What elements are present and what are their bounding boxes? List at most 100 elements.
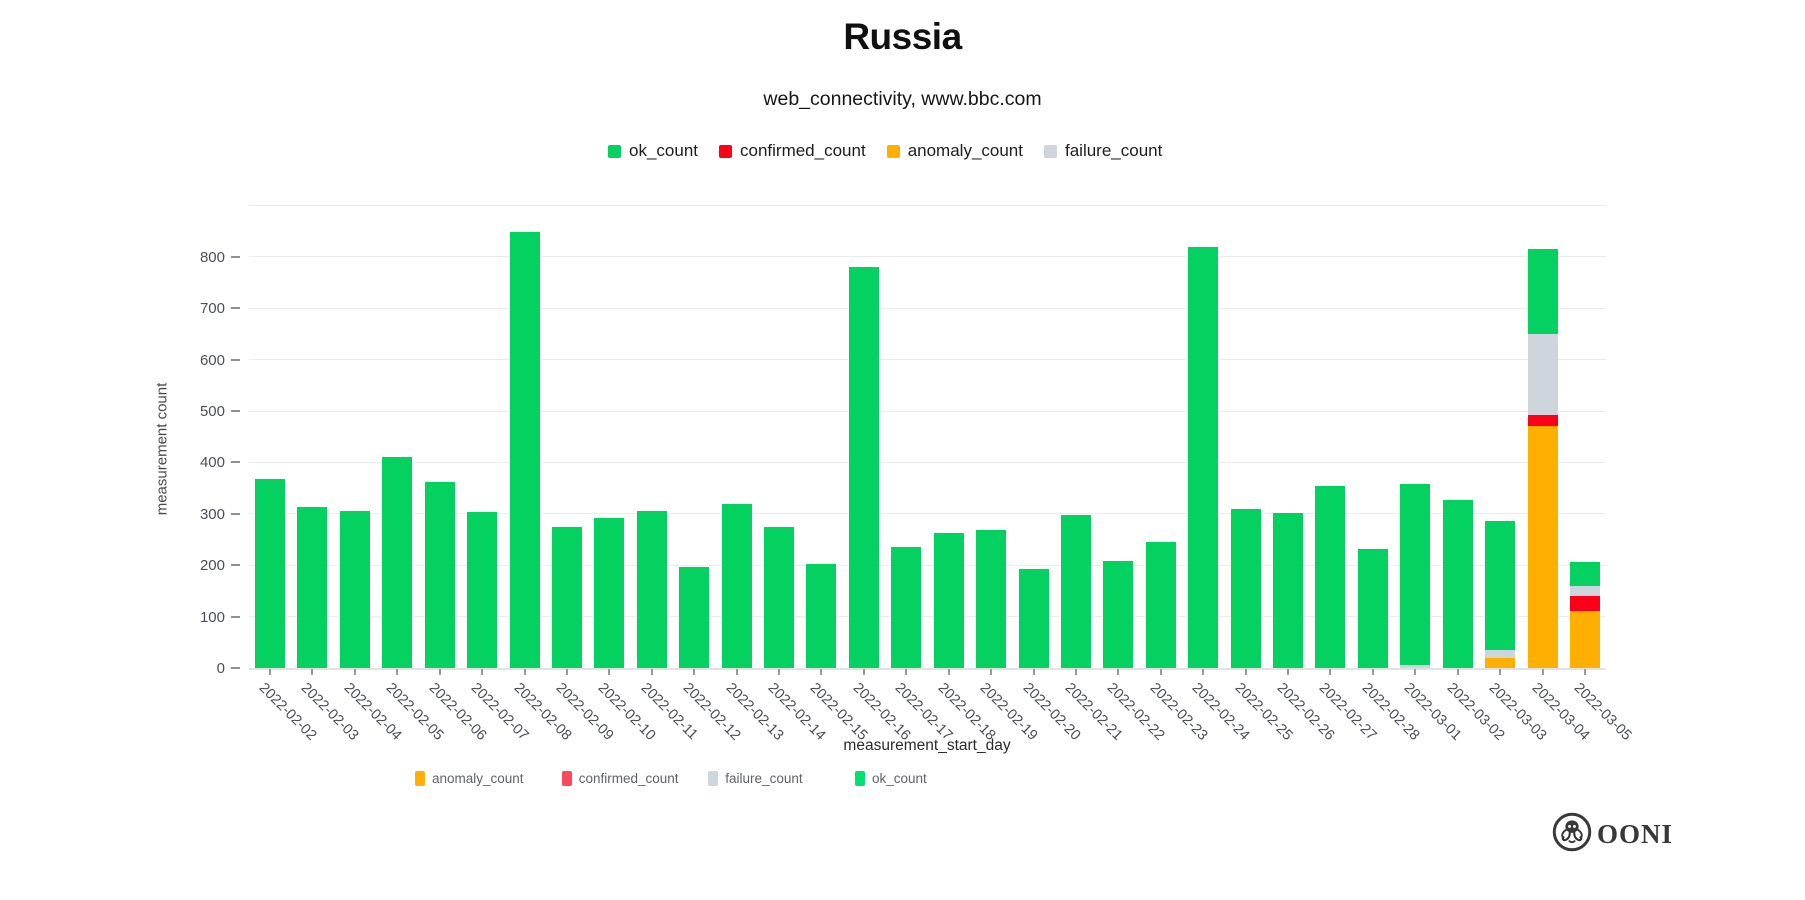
chart-legend-top: ok_count confirmed_count anomaly_count fail… bbox=[608, 141, 1162, 161]
bar-segment-ok_count[interactable] bbox=[1357, 548, 1388, 668]
x-axis-tick bbox=[735, 669, 738, 675]
bar-segment-ok_count[interactable] bbox=[594, 518, 625, 668]
bar-segment-anomaly_count[interactable] bbox=[1485, 657, 1516, 668]
bar-segment-ok_count[interactable] bbox=[509, 232, 540, 668]
legend-item-failure_count[interactable]: failure_count bbox=[1044, 141, 1162, 161]
x-axis-tick bbox=[1329, 669, 1332, 675]
bar-segment-ok_count[interactable] bbox=[1485, 520, 1516, 650]
x-axis-tick bbox=[650, 669, 653, 675]
chart-subtitle: web_connectivity, www.bbc.com bbox=[763, 88, 1042, 110]
bar-segment-ok_count[interactable] bbox=[636, 511, 667, 668]
x-axis-tick bbox=[1244, 669, 1247, 675]
x-axis-tick bbox=[608, 669, 611, 675]
bar-segment-ok_count[interactable] bbox=[764, 527, 795, 668]
grid-line bbox=[248, 461, 1607, 463]
y-axis-tick bbox=[231, 255, 240, 258]
grid-line bbox=[248, 359, 1607, 361]
x-axis-tick bbox=[820, 669, 823, 675]
bar-segment-ok_count[interactable] bbox=[1060, 515, 1091, 668]
legend-item-label: confirmed_count bbox=[740, 141, 866, 160]
x-axis-tick bbox=[862, 669, 865, 675]
bar-segment-ok_count[interactable] bbox=[848, 267, 879, 668]
bar-segment-ok_count[interactable] bbox=[806, 563, 837, 668]
bar-segment-ok_count[interactable] bbox=[1569, 562, 1600, 587]
bottom-legend-item-anomaly_count[interactable]: anomaly_count bbox=[415, 771, 524, 786]
legend-swatch-icon bbox=[886, 144, 900, 158]
bar-segment-ok_count[interactable] bbox=[1018, 568, 1049, 668]
bar-segment-ok_count[interactable] bbox=[1230, 508, 1261, 668]
bar-segment-ok_count[interactable] bbox=[721, 503, 752, 668]
bar-segment-ok_count[interactable] bbox=[339, 511, 370, 668]
bar-segment-ok_count[interactable] bbox=[1400, 483, 1431, 666]
bar-segment-ok_count[interactable] bbox=[297, 506, 328, 668]
x-axis-line bbox=[248, 667, 1607, 670]
bar-segment-ok_count[interactable] bbox=[255, 479, 285, 668]
grid-line bbox=[248, 307, 1607, 309]
bar-segment-ok_count[interactable] bbox=[1442, 500, 1473, 668]
bar-segment-anomaly_count[interactable] bbox=[1527, 425, 1558, 668]
grid-line bbox=[248, 410, 1607, 412]
bar-segment-ok_count[interactable] bbox=[1145, 542, 1176, 668]
x-axis-tick bbox=[1414, 669, 1417, 675]
x-axis-title: measurement_start_day bbox=[843, 737, 1011, 754]
bar-segment-ok_count[interactable] bbox=[1315, 486, 1346, 668]
x-axis-tick bbox=[1583, 669, 1586, 675]
bar-segment-failure_count[interactable] bbox=[1527, 334, 1558, 416]
bar-segment-ok_count[interactable] bbox=[1103, 560, 1134, 668]
x-axis-tick bbox=[311, 669, 314, 675]
x-axis-tick bbox=[269, 669, 271, 675]
x-axis-tick bbox=[523, 669, 526, 675]
bottom-legend-item-ok_count[interactable]: ok_count bbox=[855, 771, 927, 786]
x-axis-tick bbox=[1371, 669, 1374, 675]
x-axis-tick bbox=[693, 669, 696, 675]
y-axis-tick bbox=[231, 512, 240, 515]
legend-item-ok_count[interactable]: ok_count bbox=[608, 141, 698, 161]
x-axis-tick bbox=[353, 669, 356, 675]
grid-line bbox=[248, 256, 1607, 258]
legend-item-confirmed_count[interactable]: confirmed_count bbox=[719, 141, 866, 161]
bar-segment-ok_count[interactable] bbox=[467, 512, 498, 668]
legend-item-anomaly_count[interactable]: anomaly_count bbox=[886, 141, 1023, 161]
bar-segment-failure_count[interactable] bbox=[1569, 586, 1600, 596]
bar-segment-ok_count[interactable] bbox=[976, 530, 1007, 668]
y-axis-tick-label: 400 bbox=[199, 454, 225, 472]
y-axis-tick bbox=[231, 667, 240, 669]
legend-swatch-icon bbox=[1044, 144, 1057, 158]
legend-item-label: anomaly_count bbox=[907, 141, 1023, 160]
y-axis-tick bbox=[231, 461, 240, 464]
bottom-legend-item-confirmed_count[interactable]: confirmed_count bbox=[561, 771, 679, 786]
y-axis-tick bbox=[231, 615, 240, 618]
bar-segment-ok_count[interactable] bbox=[424, 482, 455, 668]
x-axis-tick bbox=[1456, 669, 1459, 675]
grid-line bbox=[248, 564, 1607, 566]
bottom-legend-item-label: ok_count bbox=[872, 771, 927, 786]
ooni-logo: OONI bbox=[1552, 812, 1673, 857]
x-axis-tick bbox=[1202, 669, 1205, 675]
bar-segment-confirmed_count[interactable] bbox=[1569, 595, 1600, 612]
x-axis-tick bbox=[990, 669, 993, 675]
bar-segment-ok_count[interactable] bbox=[891, 546, 922, 668]
bar-segment-ok_count[interactable] bbox=[1273, 513, 1304, 668]
bar-segment-anomaly_count[interactable] bbox=[1569, 611, 1600, 668]
grid-line bbox=[248, 513, 1607, 515]
ooni-octopus-icon bbox=[1552, 812, 1592, 857]
grid-line bbox=[248, 204, 1607, 206]
bar-segment-ok_count[interactable] bbox=[933, 533, 964, 668]
bottom-legend-item-label: anomaly_count bbox=[432, 771, 524, 786]
x-axis-tick bbox=[1074, 669, 1077, 675]
bar-segment-ok_count[interactable] bbox=[1527, 248, 1558, 335]
y-axis-tick-label: 0 bbox=[216, 660, 225, 677]
bottom-legend-item-failure_count[interactable]: failure_count bbox=[708, 771, 803, 786]
y-axis-tick bbox=[231, 358, 240, 361]
bar-segment-failure_count[interactable] bbox=[1485, 650, 1516, 658]
bar-segment-ok_count[interactable] bbox=[382, 456, 413, 668]
bar-segment-ok_count[interactable] bbox=[1188, 247, 1219, 668]
bar-segment-ok_count[interactable] bbox=[679, 567, 710, 668]
y-axis-tick-label: 800 bbox=[199, 248, 225, 266]
bar-segment-ok_count[interactable] bbox=[551, 526, 582, 668]
bar-segment-confirmed_count[interactable] bbox=[1527, 415, 1558, 426]
bar-segment-failure_count[interactable] bbox=[1400, 665, 1431, 668]
x-axis-tick bbox=[396, 669, 399, 675]
y-axis-tick-label: 700 bbox=[199, 300, 225, 318]
